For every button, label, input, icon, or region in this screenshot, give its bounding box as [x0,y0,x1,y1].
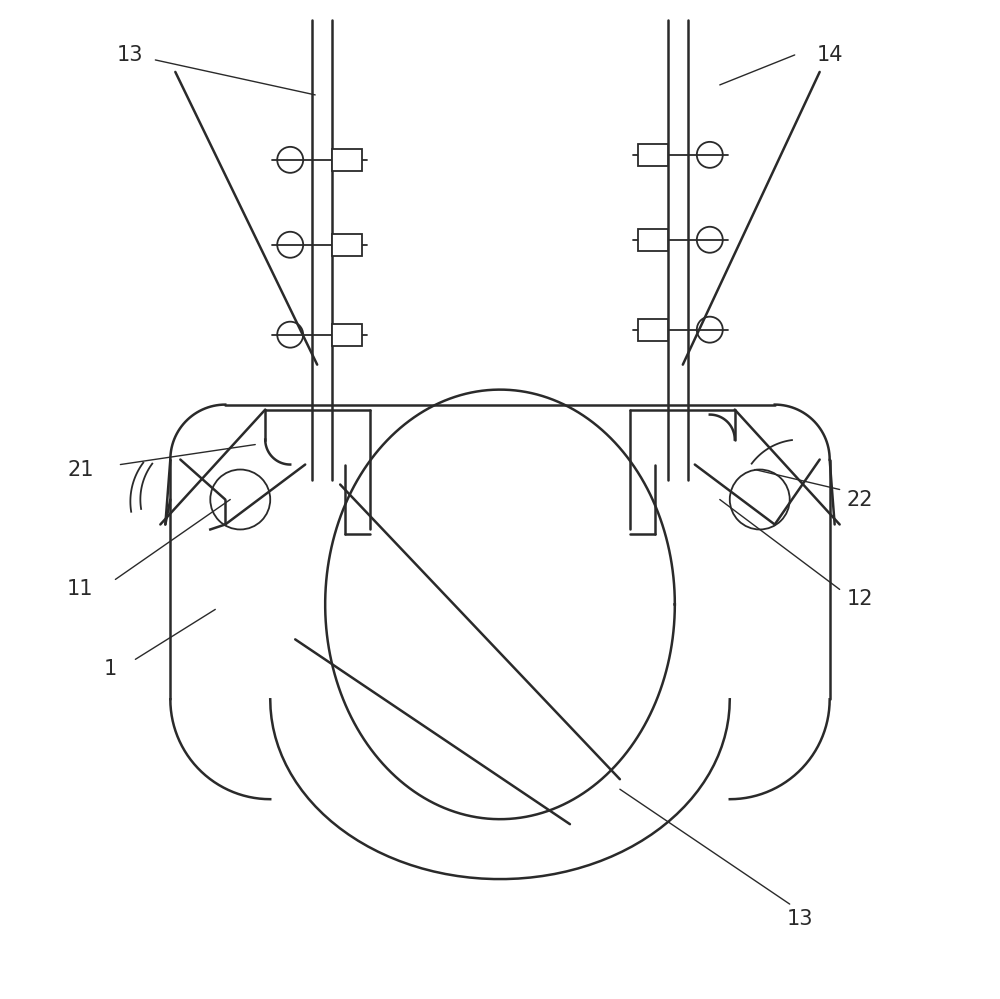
Text: 12: 12 [846,589,873,609]
Text: 14: 14 [816,45,843,65]
Text: 22: 22 [846,490,873,509]
Bar [638,229,668,251]
Text: 13: 13 [117,45,144,65]
Bar [332,149,362,171]
Bar [332,324,362,346]
Bar [638,144,668,166]
Text: 1: 1 [104,659,117,679]
Text: 11: 11 [67,579,94,599]
Text: 13: 13 [786,909,813,929]
Text: 21: 21 [67,460,94,480]
Bar [638,319,668,341]
Bar [332,234,362,256]
